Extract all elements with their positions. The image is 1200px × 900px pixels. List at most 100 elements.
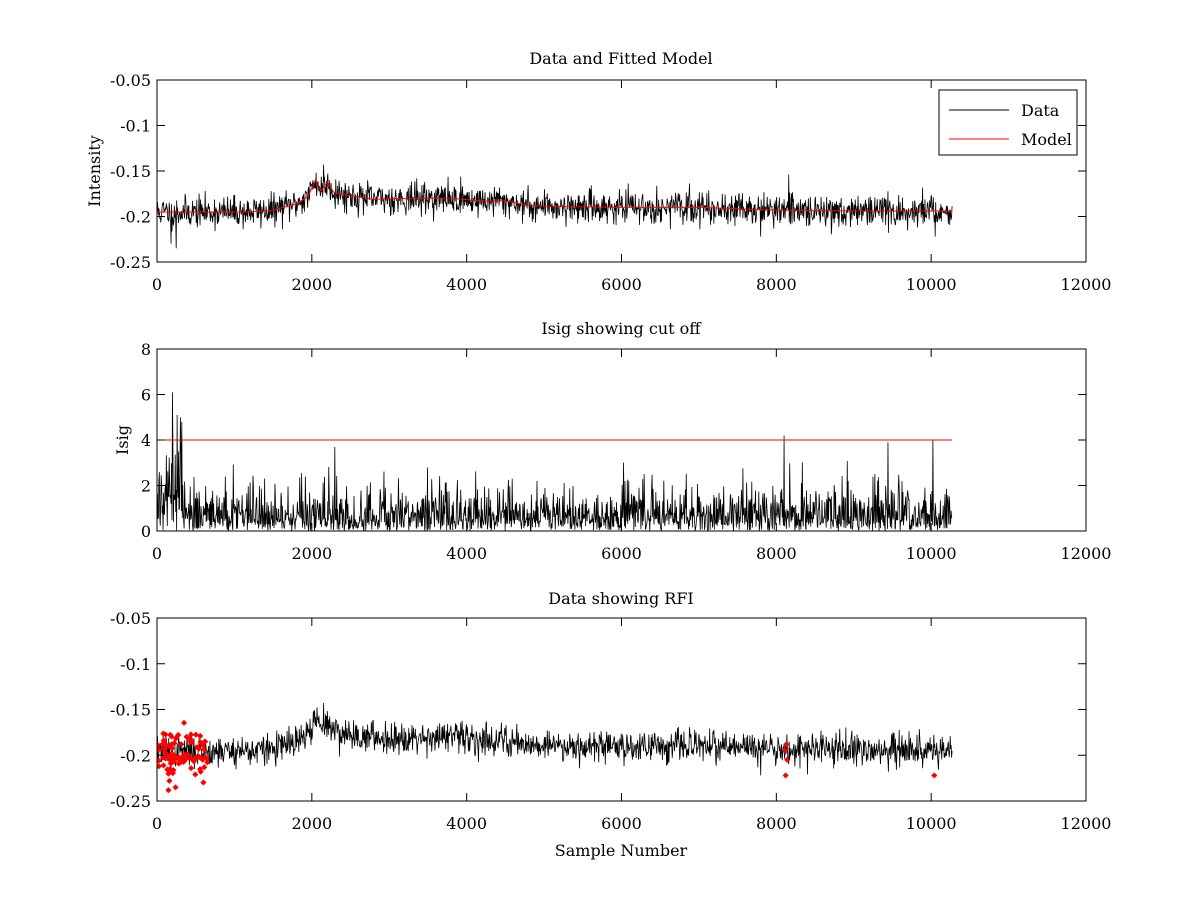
legend: Data Model	[938, 89, 1078, 156]
series-layer	[157, 164, 953, 249]
rfi-point	[157, 746, 162, 753]
y-tick-label: -0.1	[120, 117, 151, 136]
x-tick-label: 4000	[446, 544, 487, 563]
rfi-point	[192, 771, 199, 778]
x-tick-label: 2000	[291, 544, 332, 563]
rfi-point	[195, 745, 202, 752]
rfi-point	[175, 754, 182, 761]
rfi-point	[183, 733, 190, 740]
rfi-point	[162, 749, 169, 756]
rfi-point	[188, 731, 195, 738]
rfi-point	[197, 739, 204, 746]
rfi-point	[197, 768, 204, 775]
x-tick-label: 0	[152, 544, 162, 563]
y-tick-label: -0.05	[110, 71, 151, 90]
rfi-point	[166, 777, 173, 784]
series-line-isig	[157, 392, 953, 531]
y-tick-label: 8	[141, 340, 151, 359]
x-tick-label: 2000	[291, 814, 332, 833]
rfi-point	[782, 772, 789, 779]
panel3-title: Data showing RFI	[548, 589, 693, 608]
rfi-point	[171, 758, 178, 765]
rfi-point	[159, 740, 166, 747]
rfi-point	[188, 738, 196, 746]
rfi-point	[203, 755, 210, 762]
rfi-point	[201, 764, 208, 771]
legend-box	[938, 89, 1078, 156]
x-tick-label: 10000	[906, 814, 957, 833]
y-tick-label: -0.15	[110, 162, 151, 181]
rfi-point	[160, 730, 167, 737]
rfi-point	[160, 762, 167, 769]
panel-data-and-model: Data and Fitted Model Intensity 0 2000 400…	[85, 49, 1111, 294]
rfi-point	[188, 765, 195, 772]
plot-background	[157, 618, 1086, 801]
rfi-point	[196, 753, 203, 761]
x-tick-label: 6000	[601, 544, 642, 563]
rfi-point	[165, 755, 172, 762]
x-tick-label: 4000	[446, 814, 487, 833]
rfi-markers	[157, 719, 938, 794]
rfi-point	[197, 732, 204, 740]
rfi-point	[168, 750, 176, 757]
x-tick-label: 0	[152, 275, 162, 294]
x-tick-label: 8000	[756, 814, 797, 833]
x-tick-label: 10000	[906, 544, 957, 563]
x-tick-label: 8000	[756, 544, 797, 563]
rfi-point	[180, 756, 187, 763]
x-tick-label: 10000	[906, 275, 957, 294]
plot-background	[157, 80, 1086, 262]
rfi-point	[157, 757, 162, 764]
series-layer	[157, 703, 953, 794]
rfi-point	[174, 732, 182, 739]
panel2-title: Isig showing cut off	[541, 319, 702, 338]
rfi-point	[187, 735, 194, 743]
rfi-point	[931, 772, 938, 779]
rfi-point	[192, 731, 199, 738]
rfi-point	[167, 760, 174, 767]
panel-data-rfi: Data showing RFI Sample Number 0 2000 4000…	[110, 589, 1111, 860]
rfi-point	[200, 779, 207, 786]
panel2-ylabel: Isig	[113, 425, 132, 455]
rfi-point	[200, 746, 208, 753]
rfi-point	[169, 770, 176, 777]
y-tick-label: -0.05	[110, 609, 151, 628]
rfi-point	[171, 739, 178, 747]
rfi-point	[784, 756, 791, 763]
panel3-plot-area: 0 2000 4000 6000 8000 10000 12000 -0.05 -0.1 -0.1…	[110, 609, 1111, 833]
rfi-point	[163, 743, 170, 750]
x-tick-label: 0	[152, 814, 162, 833]
y-tick-label: -0.15	[110, 701, 151, 720]
rfi-point	[172, 784, 179, 791]
y-tick-label: 6	[141, 386, 151, 405]
y-tick-label: -0.25	[110, 792, 151, 811]
series-line-data	[157, 703, 953, 776]
panel1-plot-area: 0 2000 4000 6000 8000 10000 12000 -0.05 -0.1 -0.1…	[110, 71, 1111, 294]
rfi-point	[781, 747, 788, 754]
rfi-point	[168, 745, 175, 752]
panel2-plot-area: 0 2000 4000 6000 8000 10000 12000 0 2 4 6 8	[141, 340, 1112, 563]
x-tick-label: 2000	[291, 275, 332, 294]
rfi-point	[167, 731, 174, 738]
series-layer	[157, 392, 953, 531]
legend-label: Data	[1021, 101, 1060, 120]
panel-isig-cutoff: Isig showing cut off Isig 0 2000 4000 6000 8…	[113, 319, 1111, 563]
y-tick-label: -0.1	[120, 655, 151, 674]
rfi-point	[190, 757, 197, 764]
rfi-point	[201, 738, 208, 745]
panel1-ylabel: Intensity	[85, 135, 104, 207]
x-tick-label: 4000	[446, 275, 487, 294]
panel3-xlabel: Sample Number	[555, 841, 688, 860]
x-tick-label: 6000	[601, 275, 642, 294]
y-tick-label: 2	[141, 477, 151, 496]
panel1-title: Data and Fitted Model	[529, 49, 712, 68]
rfi-point	[165, 787, 172, 794]
x-tick-label: 12000	[1061, 275, 1112, 294]
series-line-data	[157, 164, 953, 249]
y-tick-label: 4	[141, 431, 151, 450]
x-tick-label: 6000	[601, 814, 642, 833]
x-tick-label: 8000	[756, 275, 797, 294]
y-tick-label: -0.25	[110, 253, 151, 272]
rfi-point	[178, 741, 185, 748]
